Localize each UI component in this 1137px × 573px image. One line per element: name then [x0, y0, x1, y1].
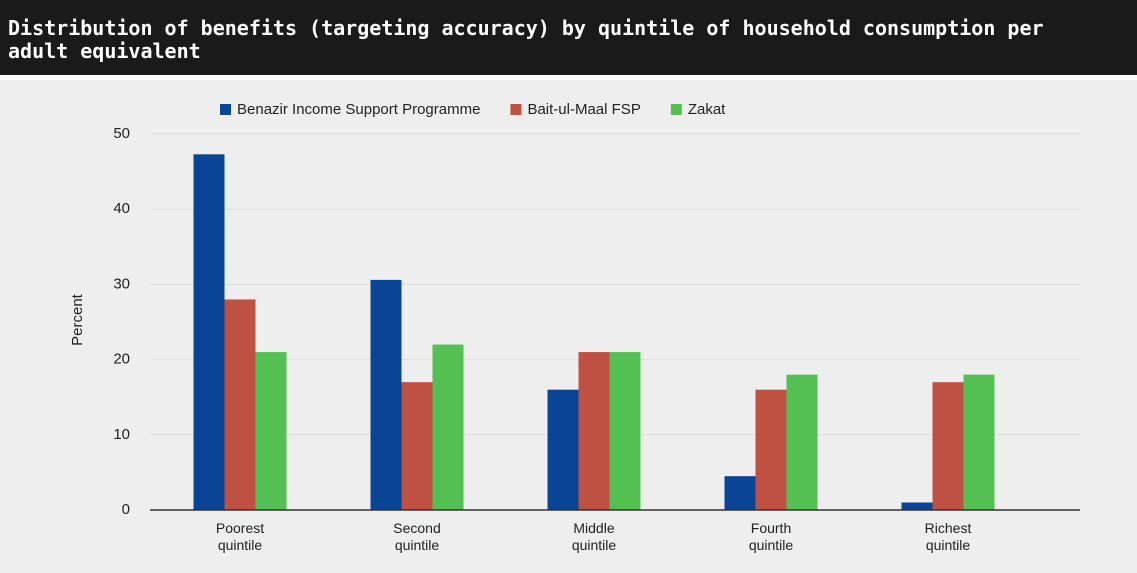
x-tick-label: Poorest quintile [215, 520, 265, 553]
y-tick-label: 40 [113, 200, 130, 217]
chart: Percent 0 10 20 30 40 50 Benazir Income Suppor… [0, 80, 1137, 573]
bar [578, 352, 610, 510]
title-bar: Distribution of benefits (targeting accu… [0, 0, 1137, 75]
legend-swatch [670, 104, 682, 115]
x-tick-label: Middle quintile [571, 520, 617, 553]
bar [547, 389, 579, 510]
bar [786, 374, 818, 510]
bar [963, 374, 995, 510]
y-tick-label: 50 [113, 125, 130, 142]
bar [370, 279, 402, 510]
bar [255, 352, 287, 510]
bar [932, 382, 964, 510]
legend-label: Bait-ul-Maal FSP [527, 101, 640, 118]
legend-label: Zakat [688, 101, 726, 118]
legend-swatch [220, 104, 231, 115]
bar [224, 299, 256, 510]
x-tick-label: Richest quintile [924, 520, 972, 553]
legend-label: Benazir Income Support Programme [237, 101, 480, 118]
y-tick-label: 20 [113, 351, 130, 368]
x-tick-label: Fourth quintile [748, 520, 794, 553]
bar [609, 352, 641, 510]
bar [401, 382, 433, 510]
y-tick-label: 30 [113, 275, 130, 292]
bar [724, 476, 756, 510]
y-tick-label: 0 [122, 501, 130, 518]
bar [193, 154, 225, 510]
x-tick-label: Second quintile [393, 520, 441, 553]
legend-swatch [510, 104, 522, 115]
bar [432, 344, 464, 510]
y-axis-label: Percent [69, 293, 86, 346]
bar [901, 502, 933, 510]
bar [755, 389, 787, 510]
chart-title: Distribution of benefits (targeting accu… [8, 16, 1044, 63]
y-tick-label: 10 [113, 426, 130, 443]
